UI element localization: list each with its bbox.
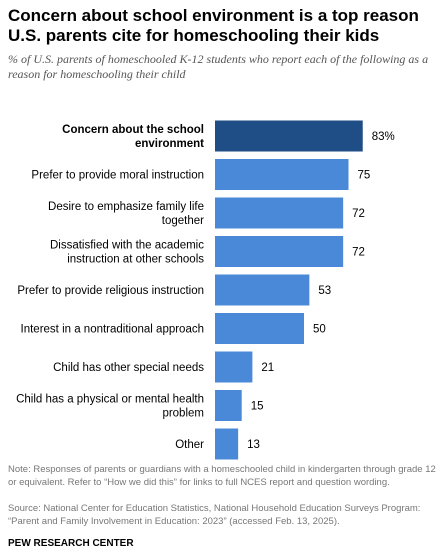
bar-child-has-other-special-needs [215,351,253,383]
category-label-child-has-other-special-needs: Child has other special needs [53,362,204,374]
chart-note: Note: Responses of parents or guardians … [8,464,436,488]
bar-concern-about-the-school-environment [215,120,363,152]
bar-desire-to-emphasize-family-life-together [215,197,344,229]
category-label-desire-to-emphasize-family-life-together: Desire to emphasize family life together [48,201,204,227]
bar-chart: Concern about the school environment 83% Pr… [16,120,395,460]
bar-other [215,428,239,460]
value-label-concern-about-the-school-environment: 83% [372,131,395,143]
category-label-child-has-a-physical-or-mental-health-problem: Child has a physical or mental health pro… [16,394,204,420]
bar-child-has-a-physical-or-mental-health-problem [215,390,242,421]
category-label-interest-in-a-nontraditional-approach: Interest in a nontraditional approach [21,324,204,336]
category-label-prefer-to-provide-religious-instruction: Prefer to provide religious instruction [17,285,204,297]
value-label-dissatisfied-with-the-academic-instruction-at-other-schools: 72 [352,247,365,259]
chart-source: Source: National Center for Education St… [8,503,421,527]
bar-prefer-to-provide-moral-instruction [215,159,349,190]
footer-brand: PEW RESEARCH CENTER [8,538,134,549]
category-label-prefer-to-provide-moral-instruction: Prefer to provide moral instruction [31,170,204,182]
bar-dissatisfied-with-the-academic-instruction-at-other-schools [215,236,344,267]
chart-title: Concern about school environment is a to… [8,6,419,45]
value-label-child-has-other-special-needs: 21 [261,362,274,374]
chart-subtitle: % of U.S. parents of homeschooled K-12 s… [8,52,429,81]
category-label-concern-about-the-school-environment: Concern about the school environment [62,124,204,150]
category-label-dissatisfied-with-the-academic-instruction-at-other-schools: Dissatisfied with the academic instructio… [50,240,204,266]
value-label-prefer-to-provide-moral-instruction: 75 [358,170,371,182]
value-label-prefer-to-provide-religious-instruction: 53 [318,285,331,297]
value-label-desire-to-emphasize-family-life-together: 72 [352,208,365,220]
bar-prefer-to-provide-religious-instruction [215,274,310,306]
value-label-child-has-a-physical-or-mental-health-problem: 15 [251,401,264,413]
value-label-other: 13 [247,439,260,451]
category-label-other: Other [175,439,204,451]
bar-interest-in-a-nontraditional-approach [215,313,304,344]
value-label-interest-in-a-nontraditional-approach: 50 [313,324,326,336]
